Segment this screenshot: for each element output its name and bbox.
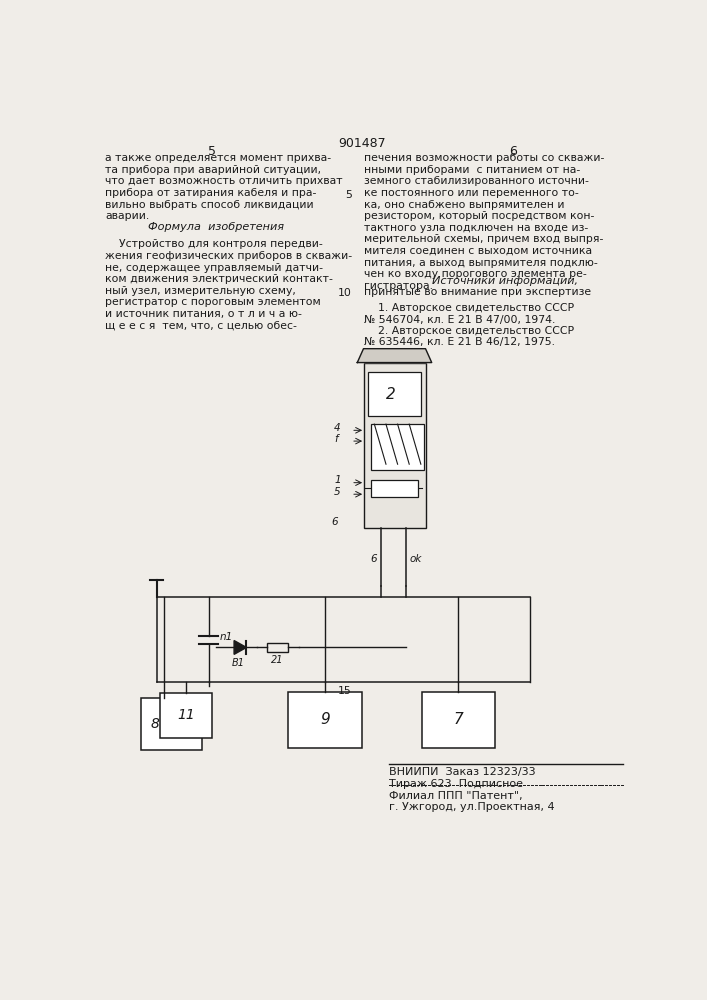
Text: ok: ok (409, 554, 421, 564)
Polygon shape (357, 349, 432, 363)
Bar (363, 363, 426, 528)
Text: печения возможности работы со скважи-
нными приборами  с питанием от на-
земного: печения возможности работы со скважи- нн… (364, 153, 604, 291)
Text: B1: B1 (232, 658, 245, 668)
Text: г. Ужгород, ул.Проектная, 4: г. Ужгород, ул.Проектная, 4 (389, 802, 555, 812)
Bar (160, 693, 212, 738)
Text: 6: 6 (371, 554, 378, 564)
Text: ВНИИПИ  Заказ 12323/33: ВНИИПИ Заказ 12323/33 (389, 767, 536, 777)
Bar (371, 480, 418, 497)
Bar (368, 372, 421, 416)
Text: Тираж 623  Подписное: Тираж 623 Подписное (389, 779, 523, 789)
Text: 2: 2 (386, 387, 395, 402)
Bar (141, 698, 201, 750)
Text: Источники информации,: Источники информации, (403, 276, 578, 286)
Text: Филиал ППП "Патент",: Филиал ППП "Патент", (389, 791, 522, 801)
Bar (421, 692, 495, 748)
Text: 1: 1 (334, 475, 341, 485)
Text: 901487: 901487 (338, 137, 386, 150)
Text: 5: 5 (209, 145, 216, 158)
Text: 21: 21 (271, 655, 284, 665)
Text: 6: 6 (509, 145, 517, 158)
Text: 11: 11 (177, 708, 195, 722)
Text: 7: 7 (454, 712, 463, 727)
Text: Формула  изобретения: Формула изобретения (148, 222, 284, 232)
Text: 1. Авторское свидетельство СССР
№ 546704, кл. Е 21 В 47/00, 1974.: 1. Авторское свидетельство СССР № 546704… (364, 303, 574, 325)
Text: 8: 8 (151, 717, 160, 731)
Text: f: f (334, 434, 338, 444)
Text: 5: 5 (334, 487, 341, 497)
Polygon shape (234, 641, 247, 654)
Bar (371, 424, 424, 470)
Text: Устройство для контроля передви-
жения геофизических приборов в скважи-
не, соде: Устройство для контроля передви- жения г… (105, 239, 353, 331)
Bar (267, 643, 288, 652)
Text: n1: n1 (219, 632, 233, 642)
Text: 9: 9 (320, 712, 330, 727)
Text: 4: 4 (334, 423, 341, 433)
Text: принятые во внимание при экспертизе: принятые во внимание при экспертизе (364, 287, 591, 297)
Text: 5: 5 (345, 190, 352, 200)
Text: 10: 10 (338, 288, 352, 298)
Bar (288, 692, 362, 748)
Text: 15: 15 (338, 686, 352, 696)
Text: 6: 6 (331, 517, 337, 527)
Text: а также определяется момент прихва-
та прибора при аварийной ситуации,
что дает : а также определяется момент прихва- та п… (105, 153, 343, 221)
Text: 2. Авторское свидетельство СССР
№ 635446, кл. Е 21 В 46/12, 1975.: 2. Авторское свидетельство СССР № 635446… (364, 326, 574, 347)
